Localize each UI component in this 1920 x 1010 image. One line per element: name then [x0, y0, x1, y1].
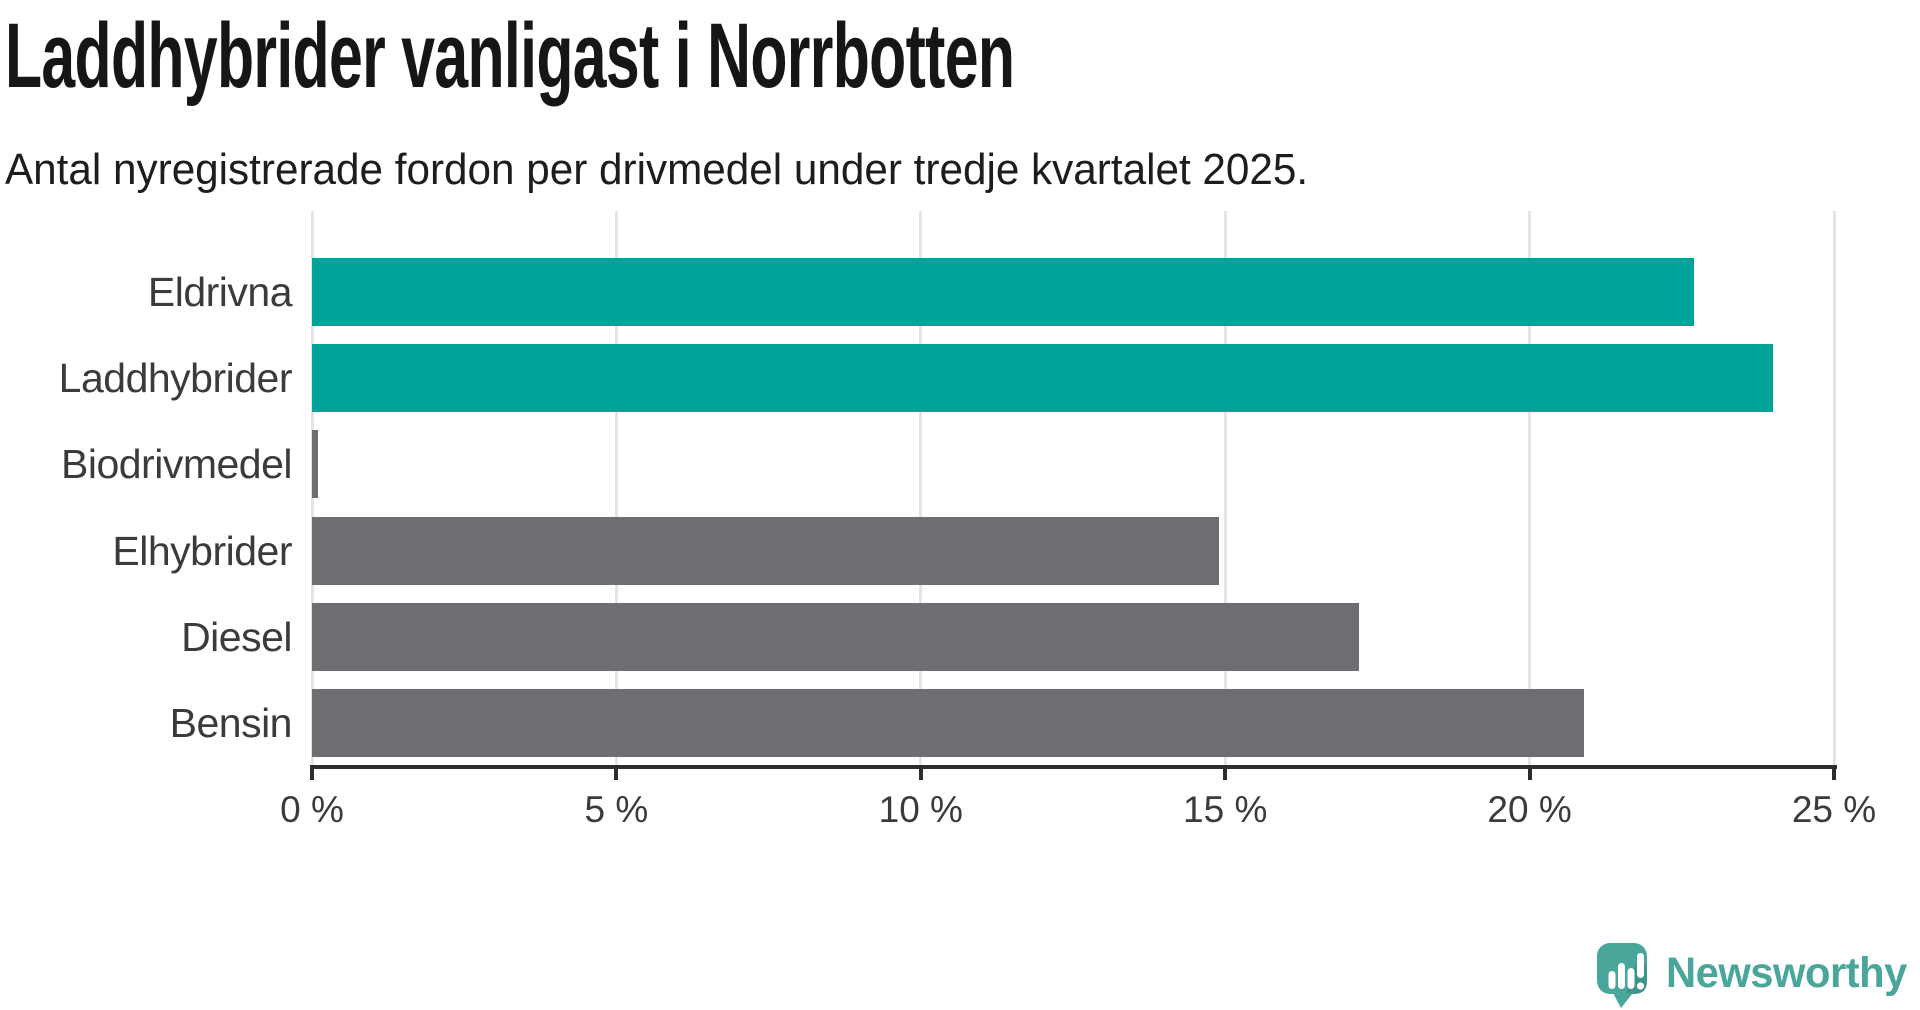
gridline-25	[1832, 211, 1836, 765]
x-axis-tick-5	[614, 765, 619, 780]
x-tick-label-10: 10 %	[878, 789, 963, 830]
bar-bensin	[312, 689, 1585, 757]
x-tick-label-20: 20 %	[1487, 789, 1572, 830]
gridline-20	[1528, 211, 1532, 765]
chart-subtitle: Antal nyregistrerade fordon per drivmede…	[5, 145, 1309, 194]
x-axis-tick-0	[310, 765, 314, 780]
newsworthy-wordmark: Newsworthy	[1665, 949, 1907, 997]
gridline-10	[919, 211, 923, 765]
category-label-bensin: Bensin	[169, 700, 293, 746]
bar-laddhybrider	[312, 344, 1774, 413]
newsworthy-logo: Newsworthy	[1596, 938, 1914, 1008]
x-axis-line	[310, 765, 1837, 769]
category-label-eldrivna: Eldrivna	[147, 269, 293, 315]
x-tick-label-5: 5 %	[584, 789, 649, 830]
bar-elhybrider	[312, 516, 1220, 585]
x-axis-tick-25	[1832, 765, 1836, 780]
chart-title: Laddhybrider vanligast i Norrbotten	[5, 5, 1015, 107]
x-axis-tick-20	[1527, 765, 1532, 780]
x-axis-tick-15	[1223, 765, 1228, 780]
x-tick-label-25: 25 %	[1791, 789, 1877, 830]
bar-biodrivmedel	[312, 430, 319, 499]
gridline-15	[1223, 211, 1227, 765]
gridline-5	[614, 211, 618, 765]
category-label-elhybrider: Elhybrider	[112, 527, 292, 574]
x-tick-label-15: 15 %	[1183, 789, 1268, 830]
x-tick-label-0: 0 %	[280, 789, 344, 830]
x-axis-tick-10	[918, 765, 923, 780]
bar-eldrivna	[312, 258, 1694, 326]
newsworthy-speech-bubble-barchart-icon	[1596, 943, 1647, 1008]
category-label-biodrivmedel: Biodrivmedel	[61, 441, 293, 488]
category-label-laddhybrider: Laddhybrider	[58, 355, 293, 402]
bar-diesel	[312, 602, 1360, 671]
category-label-diesel: Diesel	[181, 613, 292, 660]
